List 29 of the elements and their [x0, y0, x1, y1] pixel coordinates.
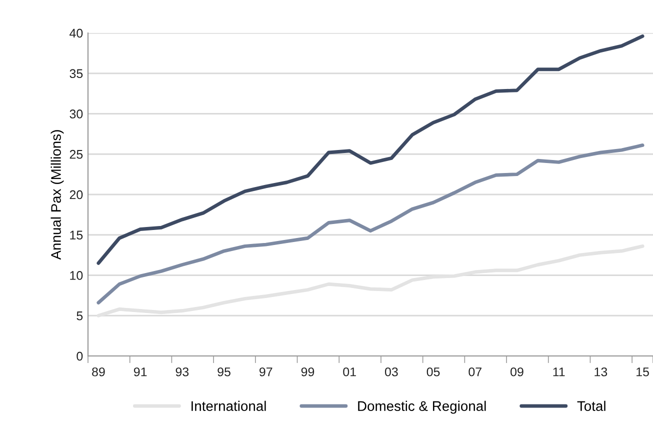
line-series: [96, 34, 644, 265]
y-tick-label: 10: [70, 271, 83, 280]
x-tick-label: 95: [218, 367, 230, 376]
x-tick-label: 03: [384, 367, 398, 376]
x-tick-label: 01: [343, 367, 356, 376]
y-tick-label: 15: [70, 230, 83, 240]
x-tick-label: 09: [510, 367, 524, 376]
x-tick-label: 89: [92, 367, 105, 376]
x-tick-label: 05: [426, 367, 440, 376]
y-tick-label: 35: [70, 69, 83, 78]
x-tick-label: 15: [636, 368, 649, 376]
line-series: [96, 144, 644, 304]
x-tick-label: 91: [134, 367, 147, 376]
legend-label: Domestic & Regional: [358, 400, 486, 414]
y-tick-label: 0: [76, 352, 83, 361]
y-tick-label: 25: [70, 150, 83, 159]
y-tick-label: 40: [70, 28, 83, 38]
y-tick-label: 20: [70, 190, 83, 200]
y-tick-label: 5: [76, 312, 83, 320]
x-tick-label: 13: [594, 367, 608, 376]
x-tick-label: 99: [301, 367, 314, 376]
y-axis-title: Annual Pax (Millions): [50, 130, 64, 260]
x-tick-label: 97: [260, 367, 272, 376]
legend-label: International: [192, 400, 266, 411]
legend-label: Total: [577, 400, 606, 411]
x-tick-label: 07: [468, 367, 482, 376]
y-tick-label: 30: [70, 110, 83, 118]
x-tick-label: 11: [553, 368, 565, 376]
x-tick-label: 93: [176, 367, 189, 376]
